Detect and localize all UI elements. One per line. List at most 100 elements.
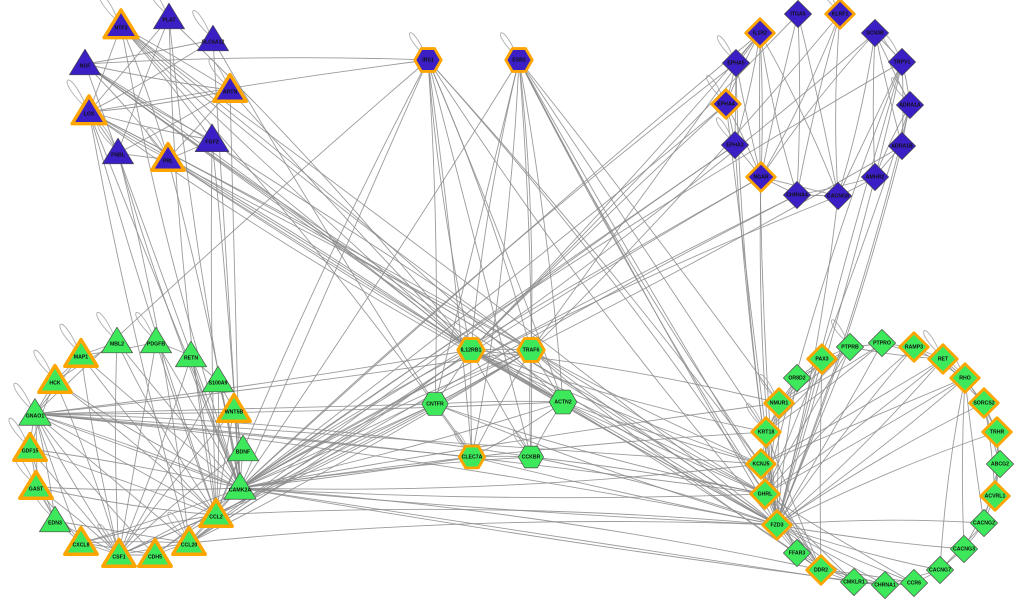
graph-node[interactable]: CACNG8 [824,182,852,210]
node-hexagon-shape[interactable] [421,392,449,416]
node-hexagon-shape[interactable] [516,337,546,363]
node-diamond-shape[interactable] [926,556,954,584]
node-triangle-shape[interactable] [202,365,234,393]
node-diamond-shape[interactable] [861,163,889,191]
node-triangle-shape[interactable] [171,525,207,556]
graph-node[interactable]: ARTN [212,72,248,103]
node-diamond-shape[interactable] [763,387,795,419]
node-diamond-shape[interactable] [888,48,916,76]
node-diamond-shape[interactable] [927,343,959,375]
node-diamond-shape[interactable] [979,480,1011,512]
node-diamond-shape[interactable] [744,17,776,49]
node-hexagon-shape[interactable] [413,47,443,73]
node-diamond-shape[interactable] [981,416,1013,448]
node-diamond-shape[interactable] [861,19,889,47]
node-diamond-shape[interactable] [970,509,998,537]
graph-node[interactable]: NTF3 [102,8,140,40]
node-triangle-shape[interactable] [137,537,173,568]
graph-node[interactable]: PLAT [153,2,185,30]
node-diamond-shape[interactable] [721,131,749,159]
node-triangle-shape[interactable] [18,469,54,500]
graph-node[interactable]: CCR6 [900,569,928,597]
node-diamond-shape[interactable] [745,448,777,480]
graph-node[interactable]: KLRF1 [824,0,856,30]
nodes-layer[interactable]: NTF3PLATSLC6A12NGFARTNLOXFGF2FNBLPRLIRS1… [12,0,1014,599]
graph-node[interactable]: CACNG3 [950,535,978,563]
node-triangle-shape[interactable] [197,24,229,52]
node-diamond-shape[interactable] [871,571,899,599]
node-diamond-shape[interactable] [805,554,837,586]
graph-node[interactable]: EDN3 [39,505,71,533]
node-triangle-shape[interactable] [63,525,99,556]
node-diamond-shape[interactable] [888,132,916,160]
graph-node[interactable]: RAMP3 [898,331,930,363]
node-diamond-shape[interactable] [949,362,981,394]
node-triangle-shape[interactable] [39,505,71,533]
node-diamond-shape[interactable] [745,161,777,193]
node-triangle-shape[interactable] [153,2,185,30]
node-diamond-shape[interactable] [986,450,1014,478]
node-triangle-shape[interactable] [150,141,186,172]
node-triangle-shape[interactable] [140,326,172,354]
node-diamond-shape[interactable] [896,91,924,119]
graph-node[interactable]: NGAR [745,161,777,193]
node-triangle-shape[interactable] [101,326,133,354]
node-triangle-shape[interactable] [223,472,257,500]
graph-node[interactable]: ACVRL1 [979,480,1011,512]
node-diamond-shape[interactable] [783,181,811,209]
node-diamond-shape[interactable] [710,88,742,120]
node-diamond-shape[interactable] [761,509,793,541]
graph-node[interactable]: SLC6A12 [197,24,229,52]
graph-node[interactable]: S100A9 [202,365,234,393]
node-hexagon-shape[interactable] [518,445,544,469]
node-hexagon-shape[interactable] [548,389,578,415]
graph-node[interactable]: ABCG2 [986,450,1014,478]
graph-node[interactable]: RHO [949,362,981,394]
node-hexagon-shape[interactable] [456,337,486,363]
graph-node[interactable]: GAST [18,469,54,500]
node-triangle-shape[interactable] [69,48,101,76]
node-hexagon-shape[interactable] [458,444,486,470]
graph-node[interactable]: PRL [150,141,186,172]
graph-node[interactable]: MAP1 [63,337,99,368]
node-diamond-shape[interactable] [898,331,930,363]
node-triangle-shape[interactable] [102,8,140,40]
graph-node[interactable]: CCKBR [518,445,544,469]
graph-node[interactable]: RET [927,343,959,375]
node-triangle-shape[interactable] [175,340,207,368]
graph-node[interactable]: TRAF6 [516,337,546,363]
graph-node[interactable]: CACNG2 [970,509,998,537]
node-diamond-shape[interactable] [968,387,1000,419]
node-triangle-shape[interactable] [216,392,252,423]
node-triangle-shape[interactable] [101,537,137,568]
node-triangle-shape[interactable] [227,434,259,462]
node-triangle-shape[interactable] [63,337,99,368]
node-triangle-shape[interactable] [102,137,134,165]
node-diamond-shape[interactable] [784,0,812,28]
graph-node[interactable]: RETN [175,340,207,368]
graph-node[interactable]: FNBL [102,137,134,165]
node-triangle-shape[interactable] [212,72,248,103]
node-diamond-shape[interactable] [806,343,838,375]
graph-node[interactable]: OR8D2 [783,364,811,392]
graph-node[interactable]: EPHA3 [721,131,749,159]
graph-node[interactable]: CLEC7A [458,444,486,470]
node-triangle-shape[interactable] [194,123,230,153]
node-diamond-shape[interactable] [783,539,811,567]
node-diamond-shape[interactable] [749,478,781,510]
node-triangle-shape[interactable] [18,398,52,426]
node-diamond-shape[interactable] [824,0,856,30]
node-diamond-shape[interactable] [783,364,811,392]
node-triangle-shape[interactable] [198,497,234,528]
graph-node[interactable]: PDGFB [140,326,172,354]
node-diamond-shape[interactable] [868,329,896,357]
node-diamond-shape[interactable] [836,333,864,361]
node-hexagon-shape[interactable] [504,47,534,73]
graph-node[interactable]: CHRNA4 [783,181,811,209]
graph-node[interactable]: GDF15 [12,431,48,462]
graph-node[interactable]: IL12RB1 [456,337,486,363]
graph-node[interactable]: ADRA1A [896,91,924,119]
node-triangle-shape[interactable] [70,94,108,126]
